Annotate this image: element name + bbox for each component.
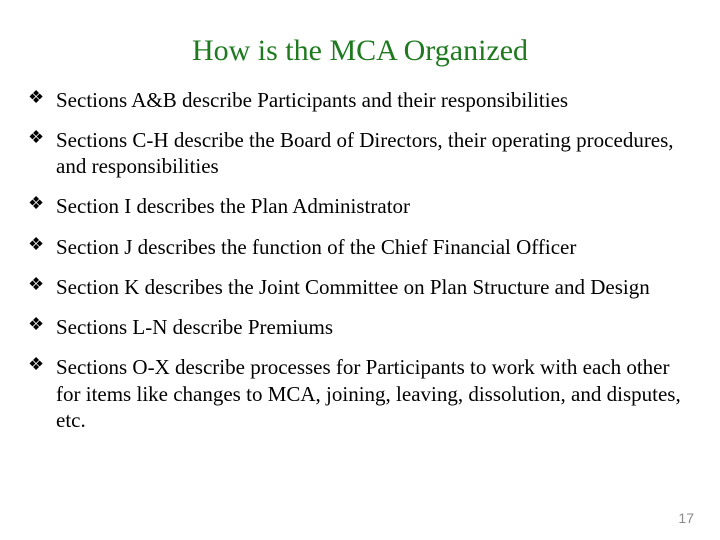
page-title: How is the MCA Organized [28,34,692,69]
list-item: Sections C-H describe the Board of Direc… [28,127,692,180]
list-item-text: Sections L-N describe Premiums [56,315,333,339]
list-item: Section K describes the Joint Committee … [28,274,692,300]
list-item-text: Section I describes the Plan Administrat… [56,194,410,218]
list-item: Sections O-X describe processes for Part… [28,354,692,433]
list-item: Sections L-N describe Premiums [28,314,692,340]
list-item: Section J describes the function of the … [28,234,692,260]
list-item: Sections A&B describe Participants and t… [28,87,692,113]
list-item-text: Sections A&B describe Participants and t… [56,88,568,112]
list-item-text: Section K describes the Joint Committee … [56,275,650,299]
list-item-text: Sections C-H describe the Board of Direc… [56,128,674,178]
page-number: 17 [678,510,694,526]
bullet-list: Sections A&B describe Participants and t… [28,87,692,434]
slide: How is the MCA Organized Sections A&B de… [0,0,720,540]
list-item-text: Section J describes the function of the … [56,235,576,259]
list-item: Section I describes the Plan Administrat… [28,193,692,219]
list-item-text: Sections O-X describe processes for Part… [56,355,681,432]
